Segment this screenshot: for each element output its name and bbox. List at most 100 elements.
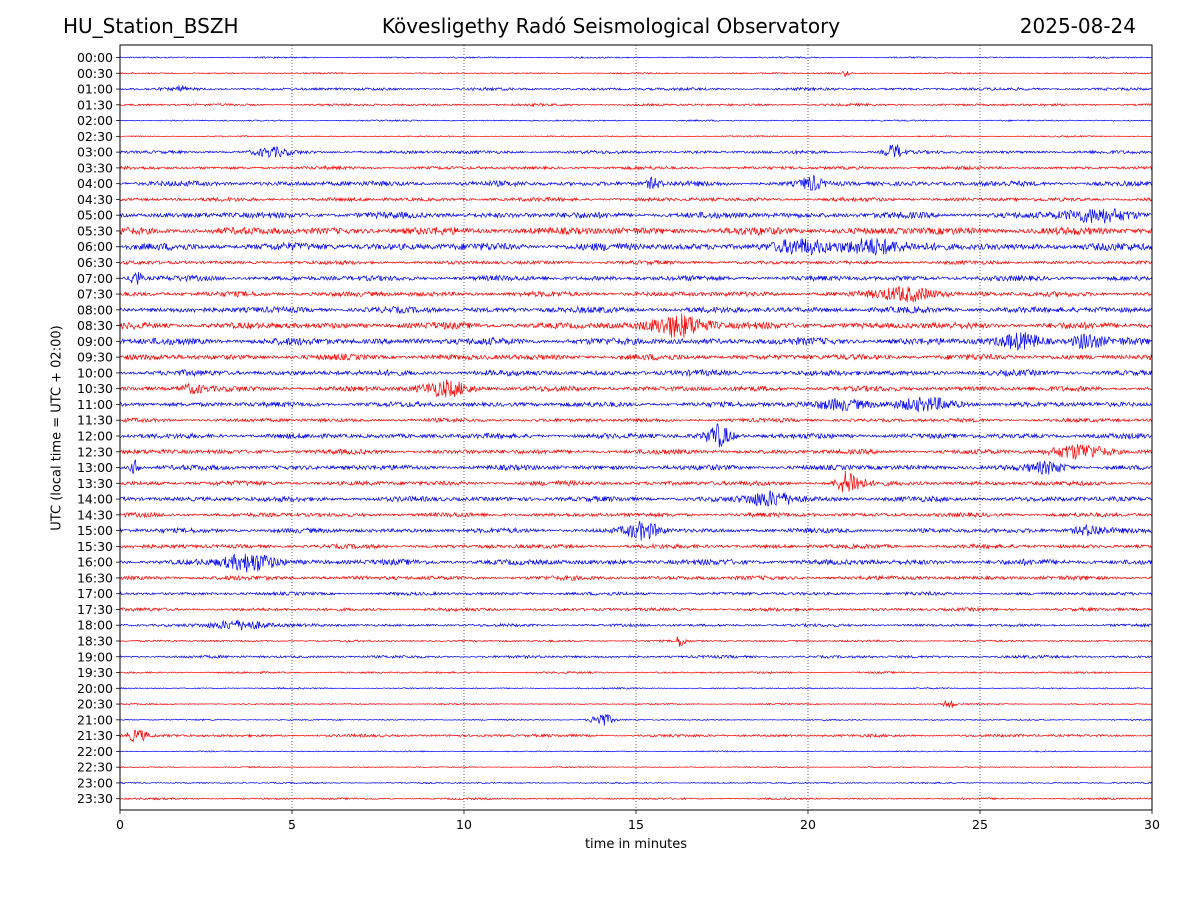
x-axis-title: time in minutes: [584, 837, 688, 852]
y-tick-label-30: 15:00: [77, 523, 113, 538]
trace-0530: [119, 226, 1153, 237]
x-tick-label-4: 20: [800, 817, 816, 832]
y-tick-label-15: 07:30: [77, 287, 113, 302]
trace-1030: [119, 379, 1153, 398]
trace-2130: [119, 729, 1153, 743]
y-tick-label-23: 11:30: [77, 413, 113, 428]
trace-0200: [119, 119, 1153, 122]
trace-0730: [119, 285, 1153, 303]
chart-title: Kövesligethy Radó Seismological Observat…: [381, 14, 841, 38]
y-tick-label-13: 06:30: [77, 255, 113, 270]
trace-0800: [119, 305, 1153, 315]
y-tick-label-39: 19:30: [77, 665, 113, 680]
x-tick-label-1: 5: [288, 817, 296, 832]
y-tick-label-26: 13:00: [77, 460, 113, 475]
trace-2000: [119, 686, 1153, 690]
y-tick-label-20: 10:00: [77, 365, 113, 380]
y-tick-label-31: 15:30: [77, 539, 113, 554]
trace-2030: [119, 699, 1153, 708]
trace-1500: [119, 520, 1153, 541]
trace-2100: [119, 713, 1153, 726]
y-tick-label-29: 14:30: [77, 507, 113, 522]
trace-0600: [119, 238, 1153, 257]
trace-1000: [119, 368, 1153, 378]
trace-0130: [119, 102, 1153, 108]
trace-2300: [119, 781, 1153, 785]
trace-1730: [119, 606, 1153, 613]
trace-1830: [119, 636, 1153, 647]
y-tick-label-5: 02:30: [77, 129, 113, 144]
trace-1230: [119, 443, 1153, 460]
trace-0400: [119, 174, 1153, 191]
trace-1200: [119, 423, 1153, 448]
trace-1600: [119, 553, 1153, 573]
y-tick-label-12: 06:00: [77, 239, 113, 254]
y-tick-label-34: 17:00: [77, 586, 113, 601]
y-tick-label-37: 18:30: [77, 633, 113, 648]
y-tick-label-35: 17:30: [77, 602, 113, 617]
trace-2330: [119, 796, 1153, 801]
trace-0300: [119, 143, 1153, 159]
trace-0930: [119, 353, 1153, 361]
y-tick-label-36: 18:00: [77, 618, 113, 633]
trace-1800: [119, 619, 1153, 631]
trace-1400: [119, 490, 1153, 507]
trace-1300: [119, 459, 1153, 475]
date-label: 2025-08-24: [1019, 14, 1136, 38]
trace-2200: [119, 750, 1153, 753]
y-tick-label-18: 09:00: [77, 334, 113, 349]
y-tick-label-41: 20:30: [77, 697, 113, 712]
trace-1630: [119, 574, 1153, 582]
trace-1900: [119, 654, 1153, 660]
trace-0000: [119, 56, 1153, 59]
station-label: HU_Station_BSZH: [63, 14, 239, 38]
y-tick-label-8: 04:00: [77, 176, 113, 191]
y-tick-label-17: 08:30: [77, 318, 113, 333]
trace-1130: [119, 417, 1153, 424]
y-tick-label-0: 00:00: [77, 50, 113, 65]
y-tick-label-25: 12:30: [77, 444, 113, 459]
trace-0430: [119, 196, 1153, 203]
x-tick-label-3: 15: [628, 817, 644, 832]
y-tick-label-3: 01:30: [77, 97, 113, 112]
y-tick-label-32: 16:00: [77, 555, 113, 570]
y-tick-label-11: 05:30: [77, 223, 113, 238]
y-tick-label-46: 23:00: [77, 775, 113, 790]
trace-1430: [119, 511, 1153, 519]
y-tick-label-42: 21:00: [77, 712, 113, 727]
y-tick-label-43: 21:30: [77, 728, 113, 743]
y-tick-label-44: 22:00: [77, 744, 113, 759]
trace-0900: [119, 331, 1153, 351]
y-tick-label-19: 09:30: [77, 350, 113, 365]
x-tick-label-0: 0: [116, 817, 124, 832]
trace-0830: [119, 313, 1153, 338]
x-tick-label-2: 10: [456, 817, 472, 832]
x-tick-label-6: 30: [1144, 817, 1160, 832]
y-tick-label-33: 16:30: [77, 570, 113, 585]
y-tick-label-27: 13:30: [77, 476, 113, 491]
y-tick-label-6: 03:00: [77, 145, 113, 160]
y-tick-label-40: 20:00: [77, 681, 113, 696]
y-tick-label-9: 04:30: [77, 192, 113, 207]
y-tick-label-2: 01:00: [77, 82, 113, 97]
trace-0700: [119, 271, 1153, 285]
y-tick-label-47: 23:30: [77, 791, 113, 806]
trace-1100: [119, 396, 1153, 413]
y-tick-label-14: 07:00: [77, 271, 113, 286]
y-tick-label-1: 00:30: [77, 66, 113, 81]
y-tick-label-45: 22:30: [77, 760, 113, 775]
y-tick-label-7: 03:30: [77, 160, 113, 175]
trace-1330: [119, 470, 1153, 493]
y-tick-label-22: 11:00: [77, 397, 113, 412]
trace-1530: [119, 542, 1153, 550]
y-tick-label-21: 10:30: [77, 381, 113, 396]
trace-0230: [119, 134, 1153, 138]
trace-0500: [119, 208, 1153, 224]
trace-0100: [119, 85, 1153, 92]
y-tick-label-28: 14:00: [77, 492, 113, 507]
x-tick-label-5: 25: [972, 817, 988, 832]
y-tick-label-24: 12:00: [77, 428, 113, 443]
trace-2230: [119, 765, 1153, 769]
trace-0030: [119, 71, 1153, 78]
